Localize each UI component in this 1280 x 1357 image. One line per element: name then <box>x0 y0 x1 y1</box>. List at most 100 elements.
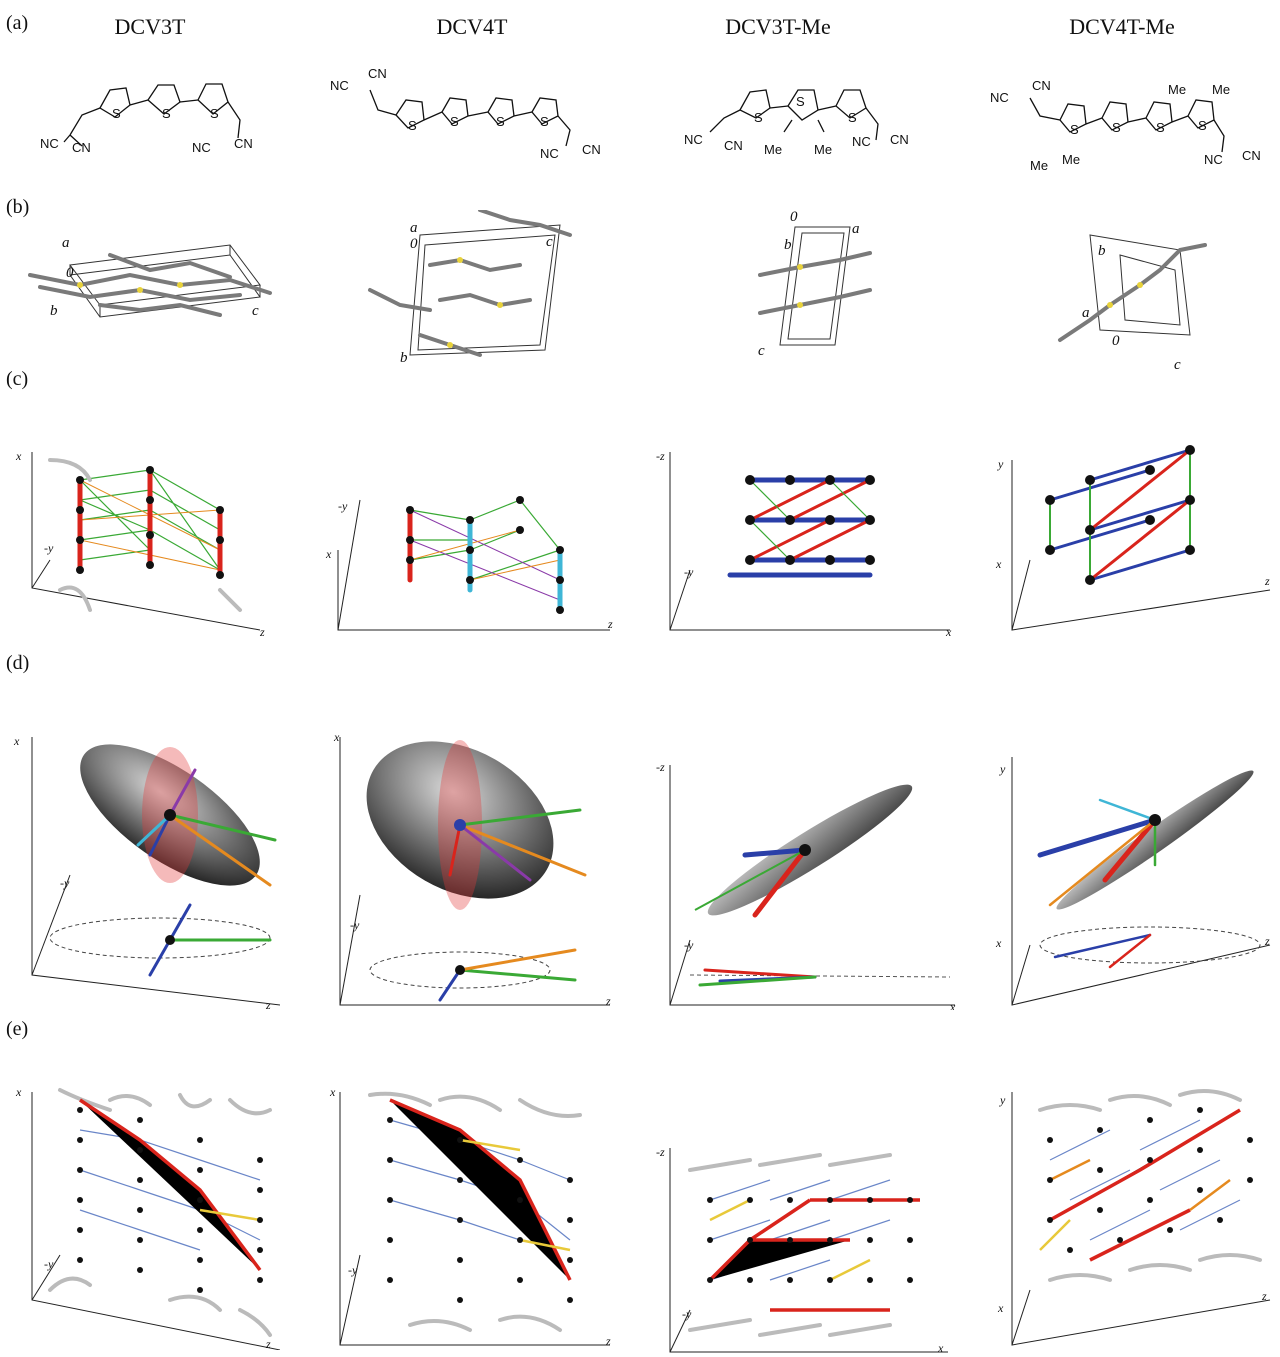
row-label-c: (c) <box>6 368 29 390</box>
crystal-cell-dcv4t-me: b a 0 c <box>1058 234 1207 373</box>
chem-label: CN <box>582 142 601 157</box>
chem-label: S <box>540 114 549 129</box>
chem-label: NC <box>192 140 211 155</box>
chem-label: S <box>848 110 857 125</box>
chem-label: CN <box>72 140 91 155</box>
cell-axis-label: a <box>410 220 418 236</box>
row-label-a: (a) <box>6 12 29 34</box>
axis-label: x <box>329 1085 336 1099</box>
axis-label: x <box>13 734 20 748</box>
chem-label: S <box>408 118 417 133</box>
chem-label: CN <box>724 138 743 153</box>
chem-label: CN <box>1242 148 1261 163</box>
chem-label: NC <box>330 78 349 93</box>
axis-label: -z <box>656 449 665 463</box>
pathway-dcv3t-me: -z -y x <box>656 1145 948 1355</box>
axis-label: z <box>1264 574 1270 588</box>
row-label-e: (e) <box>6 1018 29 1040</box>
chem-label: S <box>1112 120 1121 135</box>
axis-label: z <box>607 617 613 631</box>
axis-label: x <box>997 1301 1004 1315</box>
cell-axis-label: 0 <box>410 236 418 252</box>
pathway-dcv4t: x -y z <box>329 1085 611 1348</box>
axis-label: y <box>997 457 1004 471</box>
axis-label: -y <box>44 541 54 555</box>
chem-structure-dcv4t-me: NC CN NC CN Me Me Me Me S S S S <box>990 78 1261 173</box>
cell-axis-label: a <box>62 235 70 251</box>
chem-label: Me <box>1062 152 1080 167</box>
chem-label: S <box>112 106 121 121</box>
chem-label: S <box>210 106 219 121</box>
network-dcv3t: x -y z <box>15 449 265 639</box>
chem-label: S <box>796 94 805 109</box>
axis-label: x <box>15 449 22 463</box>
axis-label: z <box>605 1334 611 1348</box>
chem-label: CN <box>890 132 909 147</box>
axis-label: -y <box>684 565 694 579</box>
chem-label: NC <box>40 136 59 151</box>
row-label-b: (b) <box>6 196 30 218</box>
column-title-dcv3t: DCV3T <box>114 14 186 39</box>
column-title-dcv3t-me: DCV3T-Me <box>725 14 831 39</box>
cell-axis-label: c <box>758 343 765 359</box>
cell-axis-label: b <box>784 237 792 253</box>
chem-label: S <box>1156 120 1165 135</box>
axis-label: x <box>937 1341 944 1355</box>
cell-axis-label: a <box>1082 305 1090 321</box>
chem-label: S <box>754 110 763 125</box>
axis-label: z <box>605 994 611 1008</box>
tensor-dcv4t-me: y x z <box>995 757 1271 1006</box>
axis-label: x <box>949 1000 956 1010</box>
chem-label: S <box>496 114 505 129</box>
chem-label: S <box>1198 118 1207 133</box>
chem-label: CN <box>368 66 387 81</box>
axis-label: z <box>1261 1289 1267 1303</box>
cell-axis-label: c <box>1174 357 1181 373</box>
network-dcv4t: -y x z <box>325 496 613 631</box>
axis-label: x <box>325 547 332 561</box>
axis-label: x <box>945 625 952 639</box>
chem-label: Me <box>1212 82 1230 97</box>
axis-label: x <box>15 1085 22 1099</box>
chem-label: NC <box>1204 152 1223 167</box>
pathway-dcv4t-me: y x z <box>997 1089 1271 1346</box>
network-dcv4t-me: y x z <box>995 445 1271 631</box>
cell-axis-label: 0 <box>1112 333 1120 349</box>
axis-label: -z <box>656 1145 665 1159</box>
tensor-dcv4t: x -y z <box>333 730 611 1008</box>
axis-label: -y <box>44 1257 54 1271</box>
cell-axis-label: 0 <box>790 209 798 225</box>
cell-axis-label: 0 <box>66 265 74 281</box>
cell-axis-label: b <box>1098 243 1106 259</box>
chem-label: S <box>162 106 171 121</box>
pathway-dcv3t: x -y z <box>15 1085 280 1350</box>
crystal-cell-dcv3t-me: 0 a b c <box>758 209 872 359</box>
axis-label: z <box>1264 934 1270 948</box>
chem-label: NC <box>684 132 703 147</box>
axis-label: z <box>265 998 271 1010</box>
chem-label: NC <box>540 146 559 161</box>
axis-label: -y <box>348 1263 358 1277</box>
axis-label: x <box>995 557 1002 571</box>
row-label-d: (d) <box>6 652 30 674</box>
axis-label: z <box>265 1337 271 1350</box>
crystal-cell-dcv4t: a 0 c b <box>368 210 572 365</box>
axis-label: -y <box>682 1307 692 1321</box>
chem-label: S <box>450 114 459 129</box>
tensor-dcv3t: x -y z <box>13 734 280 1010</box>
column-title-dcv4t-me: DCV4T-Me <box>1069 14 1175 39</box>
column-title-dcv4t: DCV4T <box>436 14 508 39</box>
network-dcv3t-me: -z -y x <box>656 449 952 639</box>
axis-label: z <box>259 625 265 639</box>
chem-label: Me <box>1030 158 1048 173</box>
cell-axis-label: c <box>252 303 259 319</box>
cell-axis-label: b <box>400 350 408 365</box>
crystal-cell-dcv3t: a 0 b c <box>28 235 272 319</box>
cell-axis-label: c <box>546 234 553 250</box>
axis-label: x <box>995 936 1002 950</box>
chem-structure-dcv3t: S S S NC CN NC CN <box>40 83 253 155</box>
tensor-dcv3t-me: -z -y x <box>656 760 956 1010</box>
chem-structure-dcv4t: NC CN NC CN S S S S <box>330 66 601 161</box>
axis-label: -y <box>60 876 70 890</box>
chem-label: CN <box>1032 78 1051 93</box>
